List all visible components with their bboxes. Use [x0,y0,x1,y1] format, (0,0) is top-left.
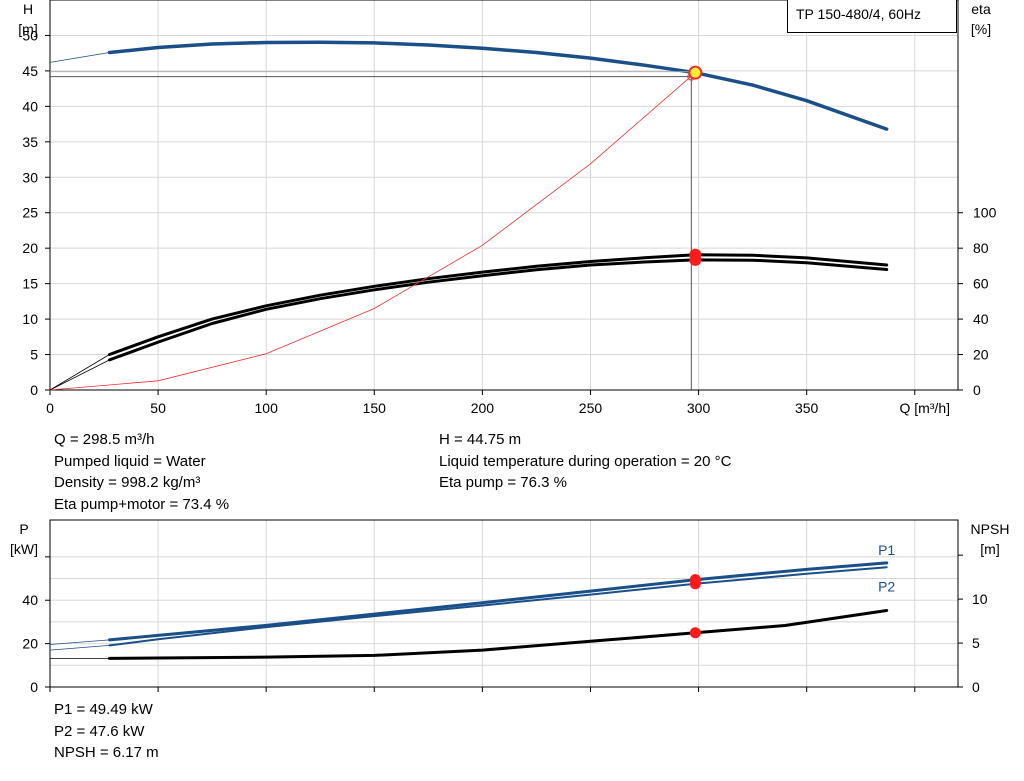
y-axis-label-right: NPSH [971,521,1010,537]
series-line [49,645,110,651]
series-line [108,258,889,362]
eta-pump-readout: Eta pump = 76.3 % [439,474,567,491]
y-axis-label-left-unit: [kW] [10,541,38,557]
series-line [49,354,110,391]
top-chart-axes: 0 50 100 150 200 250 300 3500510152025303540455… [18,0,997,416]
x-tick-label: 150 [363,400,387,416]
y-tick-label-left: 25 [22,205,38,221]
p2-readout: P2 = 47.6 kW [54,722,145,740]
bottom-chart-series: P1 P2 [49,542,895,660]
x-tick-label: 350 [795,400,819,416]
p1-readout: P1 = 49.49 kW [54,701,153,718]
series-label-p2: P2 [878,578,895,594]
series-label-p1: P1 [878,542,895,558]
bottom-chart-markers [689,574,701,639]
x-axis-label: Q [m³/h] [899,400,950,416]
top-chart-grid [50,0,958,390]
y-tick-label-left: 20 [22,636,38,652]
p2-duty-marker [689,578,701,590]
duty-readout-left: Q = 298.5 m³/h Pumped liquid = Water Den… [54,429,229,515]
y-tick-label-right: 20 [973,347,989,363]
y-axis-label-right-unit: [%] [971,21,991,37]
x-tick-label: 250 [579,400,603,416]
y-axis-label-left: H [23,1,33,17]
power-readout: P1 = 49.49 kW P2 = 47.6 kW NPSH = 6.17 m [54,699,159,764]
eta-total-marker [689,253,702,266]
head-readout: H = 44.75 m [439,431,522,448]
series-line [107,40,889,131]
top-chart-markers [50,65,703,390]
series-line [49,52,110,63]
y-tick-label-right: 80 [973,240,989,256]
top-plot-frame [49,0,959,391]
flow-readout: Q = 298.5 m³/h [54,431,155,448]
liquid-readout: Pumped liquid = Water [54,452,206,470]
y-axis-label-left-unit: [m] [18,21,37,37]
y-tick-label-left: 10 [22,311,38,327]
y-tick-label-left: 20 [22,240,38,256]
series-line [49,359,110,391]
series-line [49,639,110,645]
top-chart-series [49,40,889,391]
y-tick-label-left: 30 [22,169,38,185]
y-tick-label-left: 45 [22,63,38,79]
temperature-readout: Liquid temperature during operation = 20… [439,452,732,470]
density-readout: Density = 998.2 kg/m³ [54,474,201,491]
chart-title: TP 150-480/4, 60Hz [796,6,922,22]
y-tick-label-right: 100 [973,205,997,221]
duty-point-marker [688,65,703,80]
x-tick-label: 0 [46,400,54,416]
series-line [108,253,889,356]
series-line [108,609,889,660]
chart-title-box: TP 150-480/4, 60Hz [787,0,957,33]
y-tick-label-right: 40 [973,311,989,327]
series-line [49,72,696,391]
y-tick-label-left: 0 [30,679,38,695]
x-tick-label: 100 [255,400,279,416]
y-tick-label-right: 5 [972,635,980,651]
y-tick-label-right: 10 [972,591,988,607]
y-tick-label-left: 15 [22,276,38,292]
x-tick-label: 300 [687,400,711,416]
y-axis-label-right: eta [971,1,991,17]
y-tick-label-right: 0 [972,679,980,695]
y-tick-label-left: 40 [22,98,38,114]
y-tick-label-left: 5 [30,347,38,363]
y-tick-label-left: 0 [30,382,38,398]
series-line [108,561,889,642]
duty-readout-right: H = 44.75 m Liquid temperature during op… [439,429,731,494]
bottom-plot-frame [49,519,959,688]
x-tick-label: 200 [471,400,495,416]
eta-total-readout: Eta pump+motor = 73.4 % [54,495,230,513]
x-tick-label: 50 [150,400,166,416]
npsh-duty-marker [689,627,701,639]
y-tick-label-right: 60 [973,276,989,292]
y-axis-label-left: P [19,521,28,537]
y-tick-label-right: 0 [973,382,981,398]
y-tick-label-left: 40 [22,592,38,608]
bottom-chart-axes: 0 20 40 0 5 10 P [kW] NPSH [m] [10,519,1010,695]
y-axis-label-right-unit: [m] [980,541,999,557]
y-tick-label-left: 50 [22,27,38,43]
y-tick-label-left: 35 [22,134,38,150]
series-line [108,566,888,647]
npsh-readout: NPSH = 6.17 m [54,744,159,761]
